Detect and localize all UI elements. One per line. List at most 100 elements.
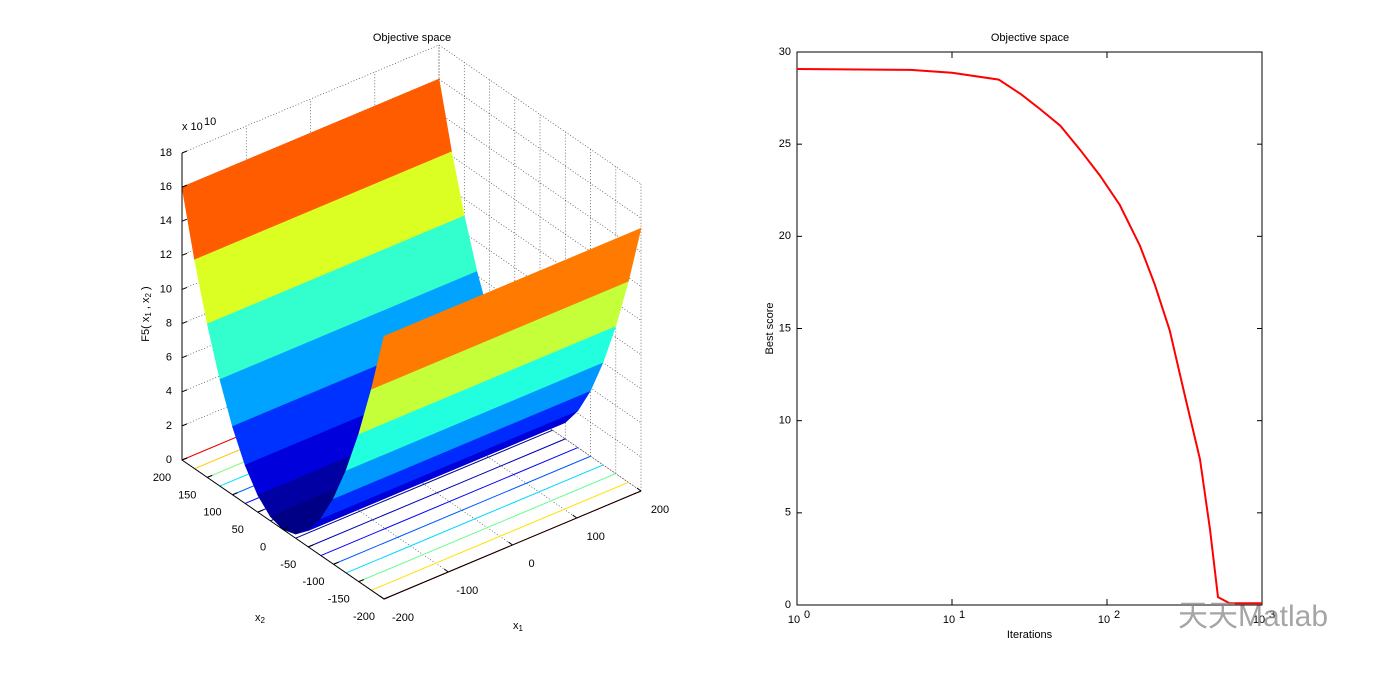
- axis-label: x1: [513, 620, 524, 633]
- z-multiplier: x 10: [182, 121, 203, 133]
- z-tick-label: 4: [166, 386, 172, 398]
- z-tick-label: 0: [166, 454, 172, 466]
- z-tick-label: 14: [160, 215, 172, 227]
- y-tick-label: 10: [779, 415, 791, 427]
- x-tick-label: 10: [943, 614, 955, 626]
- grid-line: [310, 99, 513, 546]
- y-tick-label: 0: [785, 599, 791, 611]
- z-tick-label: 12: [160, 249, 172, 261]
- x-tick-label: 10: [1098, 614, 1110, 626]
- z-tick: [181, 150, 188, 154]
- x1-tick: [636, 487, 642, 492]
- chart-title: Objective space: [991, 32, 1069, 44]
- x-tick-exponent: 1: [959, 609, 965, 621]
- grid-line: [257, 97, 516, 513]
- z-tick: [181, 252, 188, 256]
- x2-tick-label: -200: [353, 611, 375, 623]
- x2-tick: [282, 527, 289, 530]
- grid-line: [308, 131, 566, 548]
- z-tick-label: 8: [166, 317, 172, 329]
- x2-tick: [358, 579, 364, 583]
- x2-tick: [232, 492, 238, 496]
- y-tick-label: 25: [779, 138, 791, 150]
- z-tick-label: 2: [166, 420, 172, 432]
- chart-title: Objective space: [373, 32, 451, 44]
- x2-tick-label: -100: [302, 576, 324, 588]
- x1-tick: [508, 541, 513, 546]
- label-part: ): [140, 286, 152, 293]
- contour-line: [371, 481, 629, 591]
- label-part: x: [513, 620, 519, 632]
- z-tick: [181, 286, 188, 290]
- x2-tick-label: -50: [280, 559, 296, 571]
- contour-line: [320, 447, 579, 557]
- x2-tick-label: 50: [232, 524, 244, 536]
- z-tick: [181, 321, 188, 325]
- z-tick: [181, 218, 188, 222]
- x1-tick-label: 100: [587, 531, 605, 543]
- x1-tick-label: 0: [528, 558, 534, 570]
- x2-tick-label: -150: [328, 594, 350, 606]
- surface-strip: [370, 227, 642, 390]
- x1-tick: [443, 568, 449, 573]
- x1-tick-label: -200: [392, 612, 414, 624]
- x2-tick: [181, 457, 188, 461]
- x2-tick: [333, 561, 339, 565]
- x2-tick: [257, 509, 263, 513]
- x2-tick: [383, 596, 390, 600]
- z-tick-label: 6: [166, 352, 172, 364]
- y-tick-label: 30: [779, 46, 791, 58]
- x-axis-label: Iterations: [1007, 629, 1053, 641]
- x1-tick-label: -100: [456, 585, 478, 597]
- x1-tick: [572, 514, 578, 519]
- contour-line: [345, 464, 604, 574]
- z-tick-label: 18: [160, 147, 172, 159]
- x2-tick-label: 0: [260, 541, 266, 553]
- z-tick: [181, 389, 188, 393]
- label-part: 1: [519, 624, 524, 633]
- x-tick-label: 10: [1253, 614, 1265, 626]
- contour-line: [308, 438, 566, 548]
- x2-tick-label: 100: [203, 507, 221, 519]
- grid-line: [438, 45, 642, 492]
- contour-line: [333, 455, 591, 565]
- y-tick-label: 5: [785, 507, 791, 519]
- contour-line: [358, 473, 616, 583]
- y-axis-label: Best score: [764, 303, 776, 355]
- z-tick: [181, 184, 188, 188]
- grid-line: [383, 184, 642, 600]
- x1-tick: [379, 595, 385, 600]
- x-tick-exponent: 2: [1114, 609, 1120, 621]
- y-tick-label: 15: [779, 322, 791, 334]
- x1-tick-label: 200: [651, 504, 669, 516]
- label-part: 2: [261, 616, 266, 625]
- z-multiplier-exponent: 10: [204, 116, 216, 128]
- grid-line: [245, 126, 449, 573]
- z-tick: [181, 423, 188, 427]
- axis-label: F5( x1 , x2 ): [140, 286, 153, 341]
- contour-line: [295, 429, 553, 539]
- x-tick-exponent: 0: [804, 609, 810, 621]
- z-tick-label: 16: [160, 181, 172, 193]
- label-part: F5( x: [140, 316, 152, 342]
- x2-tick-label: 150: [178, 489, 196, 501]
- axis-label: x2: [255, 612, 266, 625]
- grid-line: [207, 62, 465, 478]
- z-tick: [181, 355, 188, 359]
- label-part: , x: [140, 297, 152, 312]
- label-part: 2: [144, 293, 153, 298]
- grid-line: [232, 79, 490, 496]
- x-tick-exponent: 3: [1269, 609, 1275, 621]
- x2-tick: [207, 474, 213, 478]
- z-tick-label: 10: [160, 283, 172, 295]
- x-tick-label: 10: [788, 614, 800, 626]
- grid-line: [282, 114, 541, 530]
- label-part: 1: [144, 312, 153, 317]
- score-line: [796, 68, 1262, 605]
- x2-tick: [308, 544, 314, 548]
- watermark: 天天Matlab: [1178, 600, 1328, 633]
- label-part: x: [255, 612, 261, 624]
- grid-line: [374, 72, 577, 519]
